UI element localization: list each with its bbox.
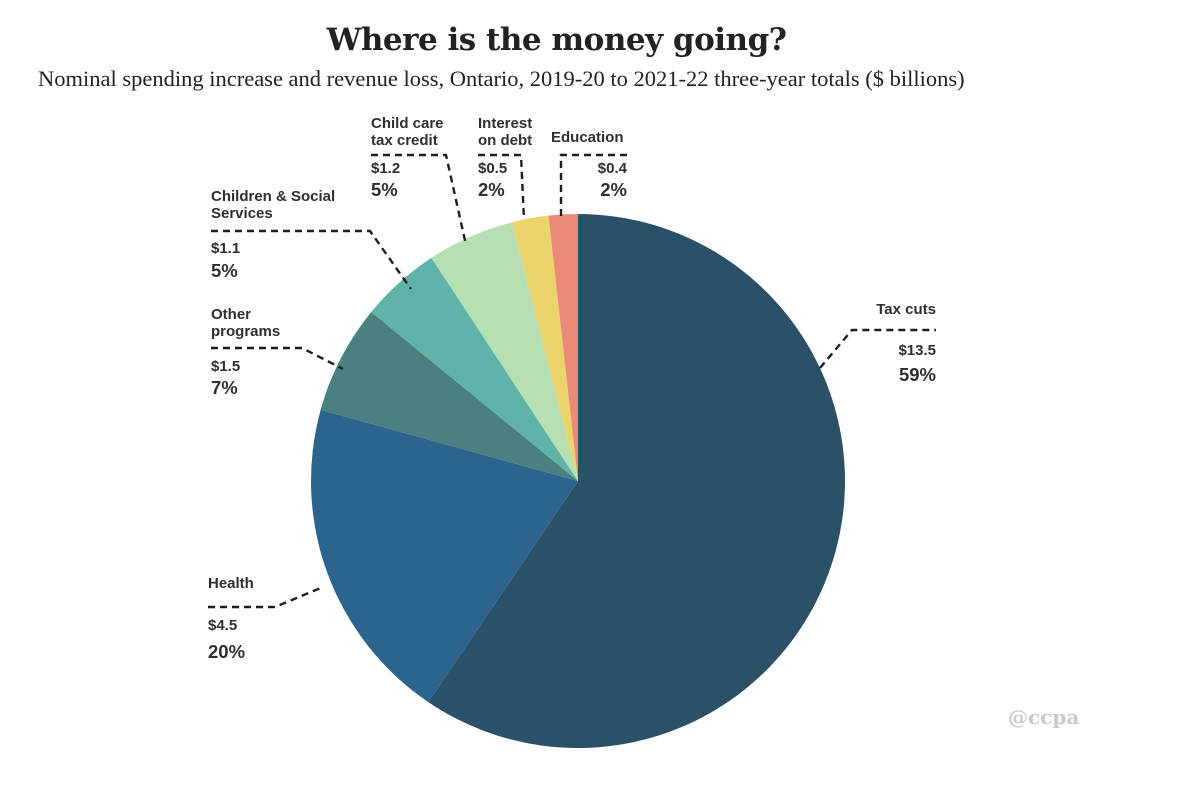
pie-slice-tax-cuts xyxy=(428,214,846,749)
label-value-interest-on-debt: $0.5 xyxy=(478,160,507,177)
label-percent-child-care-tax-credit: 5% xyxy=(371,179,398,200)
pie-slice-children-and-social-services xyxy=(371,257,578,481)
label-percent-interest-on-debt: 2% xyxy=(478,179,505,200)
leader-line-health xyxy=(208,585,324,609)
leader-line-child-care-tax-credit xyxy=(371,153,468,246)
label-name-children-and-social-services-line-1: Children & Social xyxy=(211,188,335,205)
label-value-children-and-social-services: $1.1 xyxy=(211,240,240,257)
label-name-children-and-social-services-line-2: Services xyxy=(211,205,273,222)
label-percent-tax-cuts: 59% xyxy=(899,364,936,385)
pie-slice-child-care-tax-credit xyxy=(431,222,578,482)
chart-title: Where is the money going? xyxy=(326,22,787,58)
label-name-child-care-tax-credit-line-1: Child care xyxy=(371,115,444,132)
leader-line-tax-cuts xyxy=(819,328,936,369)
label-percent-children-and-social-services: 5% xyxy=(211,260,238,281)
label-name-education: Education xyxy=(551,129,624,146)
leader-line-other-programs xyxy=(211,346,344,371)
label-value-health: $4.5 xyxy=(208,617,237,634)
pie-slice-other-programs xyxy=(320,312,578,481)
chart-subtitle: Nominal spending increase and revenue lo… xyxy=(38,66,965,91)
label-value-tax-cuts: $13.5 xyxy=(898,342,936,359)
label-percent-health: 20% xyxy=(208,641,245,662)
label-name-interest-on-debt-line-1: Interest xyxy=(478,115,532,132)
label-name-child-care-tax-credit-line-2: tax credit xyxy=(371,132,438,149)
label-percent-other-programs: 7% xyxy=(211,377,238,398)
label-value-education: $0.4 xyxy=(598,160,628,177)
label-name-other-programs-line-1: Other xyxy=(211,306,251,323)
pie-slice-health xyxy=(311,409,578,703)
label-value-child-care-tax-credit: $1.2 xyxy=(371,160,400,177)
leader-line-children-and-social-services xyxy=(211,229,412,290)
label-name-tax-cuts: Tax cuts xyxy=(876,301,936,318)
pie-slice-interest-on-debt xyxy=(512,215,578,481)
label-value-other-programs: $1.5 xyxy=(211,358,240,375)
leader-line-interest-on-debt xyxy=(478,153,526,221)
pie-slice-education xyxy=(548,214,578,481)
label-name-health: Health xyxy=(208,575,254,592)
watermark-text: @ccpa xyxy=(1008,705,1080,729)
label-name-interest-on-debt-line-2: on debt xyxy=(478,132,532,149)
label-name-other-programs-line-2: programs xyxy=(211,323,280,340)
label-percent-education: 2% xyxy=(600,179,627,200)
leader-line-education xyxy=(559,153,627,220)
